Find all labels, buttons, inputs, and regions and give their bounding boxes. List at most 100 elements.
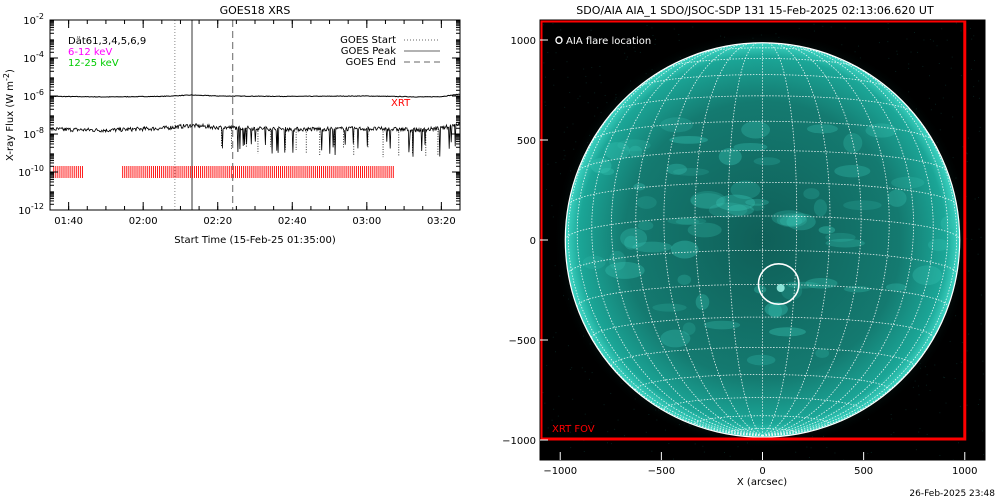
grid-longitude-line	[591, 47, 763, 437]
background-noise	[983, 454, 985, 456]
background-noise	[588, 38, 590, 40]
background-noise	[552, 23, 554, 25]
background-noise	[954, 378, 956, 380]
background-noise	[945, 402, 947, 404]
active-region-blob	[670, 240, 699, 259]
background-noise	[610, 443, 612, 445]
background-noise	[966, 350, 968, 352]
background-noise	[567, 345, 569, 347]
active-region-blob	[718, 147, 742, 166]
background-noise	[980, 323, 982, 325]
background-noise	[583, 39, 585, 41]
background-noise	[834, 452, 836, 454]
background-noise	[553, 408, 555, 410]
background-noise	[955, 22, 957, 24]
background-noise	[591, 372, 593, 374]
background-noise	[729, 455, 731, 457]
background-noise	[978, 130, 980, 132]
aia-ytick-label: −1000	[502, 436, 536, 447]
background-noise	[952, 116, 954, 118]
background-noise	[844, 27, 846, 29]
background-noise	[599, 65, 601, 67]
active-region-blob	[834, 164, 871, 178]
aia-ytick-label: 500	[517, 136, 536, 147]
legend-goes-peak: GOES Peak	[341, 46, 396, 57]
background-noise	[943, 376, 945, 378]
background-noise	[925, 384, 927, 386]
background-noise	[978, 228, 980, 230]
grid-longitude-line	[610, 44, 763, 437]
active-region-blob	[690, 193, 725, 209]
background-noise	[563, 149, 565, 151]
active-region-blob	[843, 133, 863, 153]
active-region-blob	[695, 294, 710, 310]
grid-longitude-line	[565, 239, 763, 437]
active-region-blob	[780, 281, 803, 300]
background-noise	[890, 414, 892, 416]
active-region-blob	[667, 217, 707, 225]
background-noise	[841, 44, 843, 46]
goes-ytick-label: 10-4	[23, 50, 44, 65]
grid-longitude-line	[694, 42, 763, 437]
background-noise	[664, 429, 666, 431]
background-noise	[569, 423, 571, 425]
active-region-blob	[682, 322, 696, 335]
background-noise	[808, 456, 810, 458]
background-noise	[702, 445, 704, 447]
background-noise	[585, 75, 587, 77]
background-noise	[959, 405, 961, 407]
background-noise	[551, 205, 553, 207]
grid-longitude-line	[762, 44, 890, 437]
active-region-blob	[805, 278, 838, 289]
background-noise	[555, 351, 557, 353]
goes-ytick-label: 10-10	[18, 164, 44, 179]
grid-latitude-line	[592, 120, 933, 141]
background-noise	[944, 377, 946, 379]
goes-xtick-label: 02:00	[129, 216, 158, 227]
grid-longitude-line	[762, 53, 949, 437]
active-region-blob	[703, 320, 741, 330]
background-noise	[603, 404, 605, 406]
background-noise	[915, 449, 917, 451]
grid-longitude-line	[727, 42, 763, 437]
active-region-blob	[749, 203, 765, 211]
background-noise	[858, 45, 860, 47]
active-region-blob	[672, 168, 710, 176]
background-noise	[614, 428, 616, 430]
background-noise	[962, 146, 964, 148]
background-noise	[569, 91, 571, 93]
background-noise	[566, 126, 568, 128]
background-noise	[560, 29, 562, 31]
background-noise	[627, 45, 629, 47]
background-noise	[572, 398, 574, 400]
goes-ytick-label: 10-2	[23, 12, 44, 27]
background-noise	[633, 408, 635, 410]
background-noise	[970, 28, 972, 30]
goes-axes: 10-12 10-10 10-8 10-6 10-4 10-2 01:40 02:00 02:2…	[18, 12, 461, 227]
active-region-blob	[940, 216, 954, 231]
goes-ytick-label: 10-6	[23, 88, 44, 103]
background-noise	[887, 28, 889, 30]
grid-longitude-line	[762, 78, 958, 437]
active-region-blob	[628, 145, 643, 158]
active-region-blob	[652, 303, 687, 312]
active-region-blob	[617, 139, 651, 152]
active-region-blob	[928, 238, 949, 252]
goes-xtick-label: 03:20	[427, 216, 456, 227]
background-noise	[908, 67, 910, 69]
goes-title: GOES18 XRS	[220, 4, 291, 17]
background-noise	[939, 129, 941, 131]
background-noise	[887, 41, 889, 43]
background-noise	[544, 402, 546, 404]
flare-legend-marker	[555, 36, 563, 44]
background-noise	[961, 361, 963, 363]
xrt-fov-label: XRT FOV	[552, 424, 595, 435]
background-noise	[946, 39, 948, 41]
background-noise	[654, 38, 656, 40]
background-noise	[557, 415, 559, 417]
active-region-blob	[764, 301, 788, 317]
active-region-blob	[891, 176, 925, 189]
aia-ytick-label: 1000	[511, 36, 536, 47]
active-region-blob	[677, 274, 692, 285]
background-noise	[961, 341, 963, 343]
